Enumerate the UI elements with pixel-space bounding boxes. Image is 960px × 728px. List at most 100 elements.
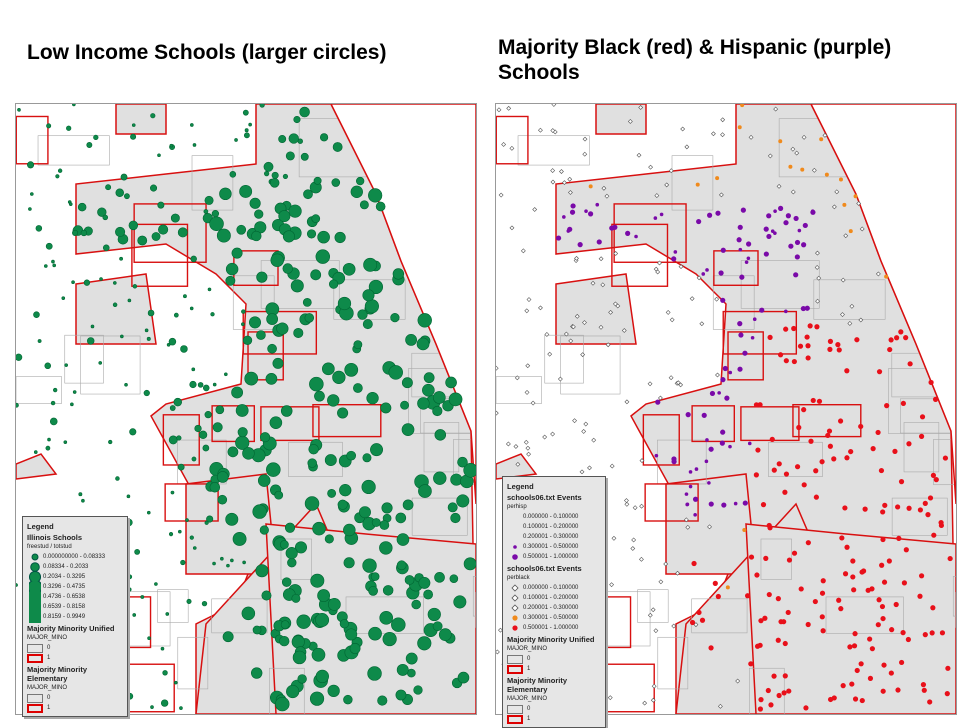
school-point-other [531, 401, 535, 405]
school-point-majority-hispanic [660, 213, 664, 217]
school-point-majority-black [843, 571, 848, 576]
school-point [315, 613, 328, 626]
school-point [257, 272, 268, 283]
school-point [144, 390, 150, 396]
school-point [446, 377, 457, 388]
school-point-majority-hispanic [655, 454, 659, 458]
school-point-majority-black [894, 602, 899, 607]
school-point [311, 270, 321, 280]
school-point [81, 230, 87, 236]
legend-swatch-0 [507, 705, 523, 714]
school-point-majority-black [792, 551, 797, 556]
school-point-majority-black [930, 605, 935, 610]
school-point-majority-hispanic [686, 502, 690, 506]
school-point [133, 284, 137, 288]
school-point-other [583, 137, 587, 141]
school-point-majority-black [899, 660, 904, 665]
school-point [339, 484, 351, 496]
legend-left: Legend Illinois Schools freestud / totst… [22, 516, 128, 717]
school-point-other [581, 353, 585, 357]
school-point-majority-hispanic [743, 500, 748, 505]
school-point [393, 269, 404, 280]
school-point [370, 443, 382, 455]
school-point-majority-black [820, 591, 825, 596]
district-boundary [496, 377, 542, 404]
legend-field-black: perblack [507, 575, 601, 581]
school-point [103, 245, 109, 251]
school-point [418, 637, 432, 651]
school-point-majority-black [844, 455, 849, 460]
school-point-majority-black [852, 631, 857, 636]
school-point-other [654, 629, 658, 633]
school-point [241, 323, 244, 326]
school-point [279, 135, 286, 142]
legend-class-row: 0.500001 - 1.000000 [507, 623, 601, 633]
legend-class-label: 0.2034 - 0.3295 [43, 574, 85, 580]
school-point [254, 210, 263, 219]
school-point-majority-black [791, 326, 796, 331]
school-point-majority-hispanic [717, 391, 721, 395]
school-point-majority-black [900, 630, 905, 635]
school-point [260, 432, 270, 442]
legend-class-row: 0.500001 - 1.000000 [507, 552, 601, 562]
school-point [266, 463, 280, 477]
school-point-majority-black [754, 472, 759, 477]
school-point-majority-black [945, 666, 950, 671]
school-point [178, 530, 181, 533]
school-point-majority-black [708, 645, 713, 650]
legend-class-label: 0.200001 - 0.300000 [523, 605, 578, 611]
school-point [240, 185, 252, 197]
school-point-majority-black [882, 580, 887, 585]
school-point-other [672, 624, 676, 628]
school-point-majority-black [813, 599, 818, 604]
school-point-majority-black [771, 674, 776, 679]
school-point-majority-hispanic [720, 430, 725, 435]
school-point [65, 364, 68, 367]
school-point [243, 561, 246, 564]
school-point-majority-black [837, 347, 842, 352]
school-point-majority-black [776, 693, 781, 698]
school-point-other [711, 132, 715, 136]
school-point [383, 585, 393, 595]
school-point [127, 495, 130, 498]
school-point [391, 618, 405, 632]
school-point [313, 522, 326, 535]
legend-value: 1 [527, 666, 530, 672]
school-point-other [651, 608, 655, 612]
school-point [205, 196, 213, 204]
school-point-majority-hispanic [696, 219, 701, 224]
school-point [301, 153, 308, 160]
school-point-majority-black [801, 407, 806, 412]
school-point-majority-hispanic [689, 485, 693, 489]
school-point-majority-black [931, 533, 936, 538]
school-point-other [496, 650, 499, 654]
school-point [309, 377, 323, 391]
school-point [376, 202, 385, 211]
school-point-partial-black [726, 585, 730, 589]
school-point-majority-hispanic [720, 298, 725, 303]
school-point-majority-black [919, 573, 924, 578]
school-point [343, 524, 355, 536]
school-point [424, 373, 434, 383]
school-point-majority-black [763, 556, 768, 561]
school-point-majority-black [880, 616, 885, 621]
school-point-majority-hispanic [721, 248, 726, 253]
school-point [115, 477, 119, 481]
school-point-other [610, 583, 614, 587]
school-point [128, 588, 131, 591]
school-point-partial-black [738, 125, 742, 129]
school-point-majority-black [881, 689, 886, 694]
school-point-majority-black [896, 536, 901, 541]
school-point [333, 371, 346, 384]
school-point-partial-black [788, 165, 792, 169]
school-point [249, 123, 252, 126]
school-point [433, 472, 446, 485]
school-point-other [685, 145, 689, 149]
school-point [389, 365, 403, 379]
school-point-majority-hispanic [556, 235, 561, 240]
school-point-majority-hispanic [728, 371, 732, 375]
school-point-majority-black [887, 347, 892, 352]
school-point [70, 403, 73, 406]
school-point-other [497, 108, 501, 112]
school-point [343, 263, 355, 275]
